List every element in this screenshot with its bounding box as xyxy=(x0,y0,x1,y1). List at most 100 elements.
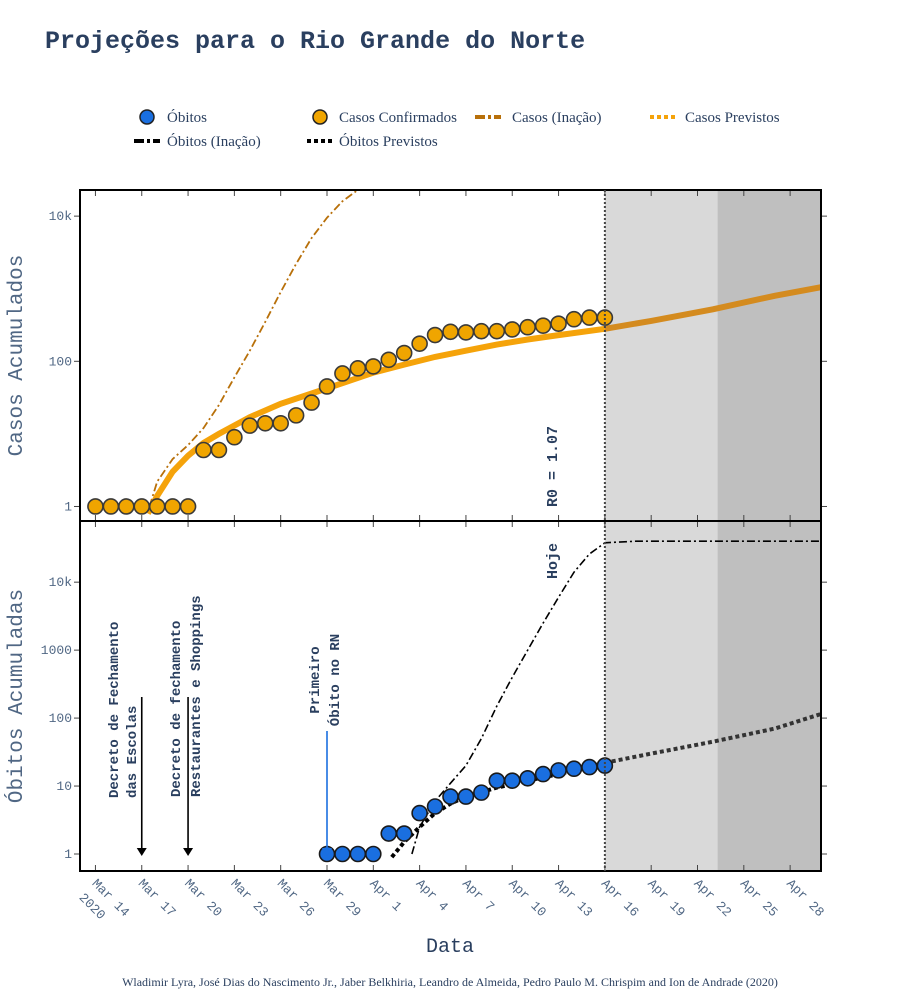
casos-confirmados-point xyxy=(241,417,259,434)
obitos-previstos-future-line xyxy=(604,712,821,765)
casos-confirmados-point xyxy=(519,318,536,336)
x-tick-label-group: Mar 29 xyxy=(320,876,364,920)
deaths-y-axis-title: Óbitos Acumuladas xyxy=(5,589,29,803)
casos-confirmados-point xyxy=(349,360,367,377)
casos-confirmados-point xyxy=(102,498,120,515)
x-tick-label-group: Apr 28 xyxy=(783,876,827,920)
legend-label: Óbitos (Inação) xyxy=(167,133,261,150)
x-tick-label-group: Apr 16 xyxy=(598,876,642,920)
author-credit: Wladimir Lyra, José Dias do Nascimento J… xyxy=(122,975,778,989)
casos-confirmados-point xyxy=(581,309,598,326)
deaths-ytick-label: 10k xyxy=(49,575,73,590)
obitos-point xyxy=(550,762,567,779)
obitos-inacao-line xyxy=(411,540,821,855)
legend-item: Casos (Inação) xyxy=(475,110,602,126)
casos-confirmados-point xyxy=(534,317,552,334)
x-tick-label-group: Apr 25 xyxy=(737,876,781,920)
deaths-panel-frame xyxy=(79,520,822,872)
cases-panel: 1 100 10k Casos Acumulados R0 = 1.07 xyxy=(6,190,827,521)
cases-ytick-label: 1 xyxy=(64,499,72,514)
legend-label: Óbitos Previstos xyxy=(339,133,438,150)
cases-projection-shade xyxy=(604,190,718,521)
obitos-point xyxy=(380,825,398,842)
obitos-point xyxy=(365,845,382,863)
casos-previstos-line xyxy=(145,325,606,515)
annotation-text: Decreto de fechamento xyxy=(169,621,185,797)
obitos-point xyxy=(426,798,444,815)
legend-marker xyxy=(312,109,328,125)
casos-confirmados-point xyxy=(442,323,459,341)
obitos-point xyxy=(334,845,351,863)
deaths-ytick-label: 1 xyxy=(64,847,72,862)
casos-confirmados-point xyxy=(365,358,382,375)
x-tick-label: Apr 4 xyxy=(413,876,451,914)
deaths-ytick-label: 1000 xyxy=(41,643,72,658)
legend-label: Casos (Inação) xyxy=(512,110,602,126)
obitos-point xyxy=(457,788,475,805)
obitos-point xyxy=(349,845,367,863)
obitos-point xyxy=(488,772,506,789)
x-tick-label-group: Apr 13 xyxy=(552,876,596,920)
x-tick-label-group: Apr 1 xyxy=(366,876,404,914)
plot-panels: 1 100 10k Casos Acumulados R0 = 1.07 1 10 100 10… xyxy=(5,189,827,923)
x-tick-label: Apr 13 xyxy=(552,876,596,920)
x-tick-label: Mar 26 xyxy=(274,876,318,920)
annotation-text: Restaurantes e Shoppings xyxy=(189,595,205,797)
today-label: Hoje xyxy=(545,543,562,579)
x-tick-label-group: Apr 4 xyxy=(413,876,451,914)
legend-label: Casos Confirmados xyxy=(339,110,457,126)
x-tick-label-group: Apr 19 xyxy=(644,876,688,920)
legend-item: Óbitos Previstos xyxy=(307,133,438,150)
annotation-arrowhead xyxy=(322,848,332,856)
cases-plot-area xyxy=(87,190,821,515)
event-annotation: Primeiro Óbito no RN xyxy=(308,634,344,856)
deaths-plot-area xyxy=(318,540,821,863)
obitos-point xyxy=(411,804,428,822)
x-tick-label-group: Mar 17 xyxy=(135,876,179,920)
casos-confirmados-point xyxy=(503,321,521,338)
casos-confirmados-point xyxy=(210,441,228,459)
casos-confirmados-point xyxy=(195,441,212,459)
x-tick-label-group: Apr 22 xyxy=(691,876,735,920)
frames xyxy=(79,189,822,872)
chart-title: Projeções para o Rio Grande do Norte xyxy=(45,27,585,56)
casos-confirmados-point xyxy=(380,351,398,369)
deaths-panel: 1 10 100 1000 10k Óbitos Acumuladas Hoje Decret… xyxy=(5,521,827,871)
deaths-ytick-label: 10 xyxy=(56,779,72,794)
annotation-arrowhead xyxy=(136,848,147,856)
casos-confirmados-point xyxy=(565,310,583,328)
casos-confirmados-point xyxy=(473,322,490,340)
x-tick-label: Mar 20 xyxy=(181,876,225,920)
legend-item: Óbitos (Inação) xyxy=(134,133,261,150)
casos-confirmados-point xyxy=(457,324,475,341)
casos-confirmados-point xyxy=(303,394,320,411)
casos-confirmados-point xyxy=(426,326,444,344)
legend-marker xyxy=(139,109,155,125)
legend-item: Óbitos xyxy=(139,109,207,126)
obitos-point xyxy=(581,758,598,776)
obitos-point xyxy=(473,784,490,801)
x-tick-label: Apr 25 xyxy=(737,876,781,920)
casos-confirmados-point xyxy=(550,315,567,332)
x-tick-label-group: Apr 10 xyxy=(505,876,549,920)
annotation-text: Primeiro xyxy=(308,646,324,713)
casos-confirmados-point xyxy=(118,498,135,515)
deaths-ytick-label: 100 xyxy=(49,711,72,726)
x-tick-label: Apr 22 xyxy=(691,876,735,920)
obitos-point xyxy=(519,770,536,787)
legend-label: Óbitos xyxy=(167,109,207,126)
x-axis-title: Data xyxy=(426,936,474,959)
r0-annotation: R0 = 1.07 xyxy=(545,426,562,507)
casos-confirmados-point xyxy=(179,498,197,515)
cases-far-projection-shade xyxy=(717,190,821,521)
legend: Óbitos Casos Confirmados Casos (Inação) Cas… xyxy=(134,109,780,150)
casos-confirmados-point xyxy=(164,498,181,515)
x-tick-label: Apr 7 xyxy=(459,876,497,914)
casos-confirmados-point xyxy=(411,335,428,352)
x-tick-label: Mar 29 xyxy=(320,876,364,920)
casos-confirmados-point xyxy=(256,414,274,432)
event-annotation: Decreto de fechamento Restaurantes e Shop… xyxy=(169,595,205,856)
annotation-text: Óbito no RN xyxy=(326,634,344,726)
casos-confirmados-point xyxy=(87,498,104,515)
